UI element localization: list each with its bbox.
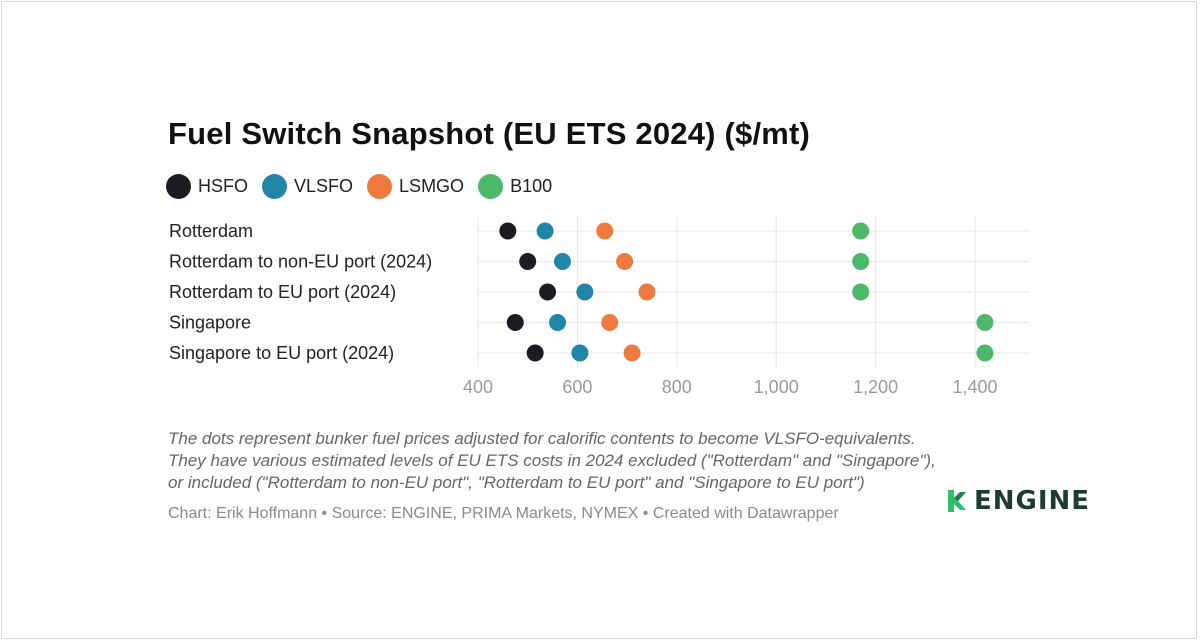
dot-lsmgo-4 [623,344,641,362]
engine-logo-icon [948,490,966,512]
dot-hsfo-0 [499,222,517,240]
row-label-4: Singapore to EU port (2024) [169,343,394,363]
note-line-2: They have various estimated levels of EU… [168,451,936,470]
dot-lsmgo-3 [601,314,619,331]
legend-label-vlsfo: VLSFO [294,175,354,196]
legend-item-hsfo: HSFO [166,173,249,199]
legend-label-hsfo: HSFO [198,175,249,196]
dot-hsfo-2 [539,283,557,301]
note-line-3: or included ("Rotterdam to non-EU port",… [168,473,865,492]
dot-hsfo-1 [519,253,537,270]
legend-swatch-hsfo [166,173,191,199]
dot-vlsfo-0 [536,222,554,240]
dot-vlsfo-3 [549,314,567,331]
dot-b100-1 [852,253,870,270]
note-line-1: The dots represent bunker fuel prices ad… [168,429,916,448]
legend-label-b100: B100 [510,175,553,196]
chart-title: Fuel Switch Snapshot (EU ETS 2024) ($/mt… [168,116,811,151]
x-tick-label-400: 400 [463,377,493,397]
engine-logo: ENGINE [946,486,1090,516]
x-tick-label-600: 600 [562,377,592,397]
chart-credit: Chart: Erik Hoffmann • Source: ENGINE, P… [168,505,839,522]
dot-b100-0 [852,222,870,240]
legend-item-lsmgo: LSMGO [367,173,465,199]
engine-logo-text: ENGINE [974,486,1091,516]
x-tick-label-1400: 1,400 [952,377,997,397]
dot-vlsfo-4 [571,344,589,362]
x-tick-label-1000: 1,000 [754,377,799,397]
dot-vlsfo-2 [576,283,594,301]
dot-lsmgo-2 [638,283,656,301]
x-tick-label-1200: 1,200 [853,377,898,397]
legend-item-b100: B100 [478,173,553,199]
x-tick-label-800: 800 [662,377,692,397]
legend-swatch-lsmgo [367,173,393,199]
dot-hsfo-4 [526,344,544,362]
dot-b100-4 [976,344,994,362]
legend-swatch-b100 [478,173,504,199]
chart-notes: The dots represent bunker fuel prices ad… [168,428,1068,494]
legend-item-vlsfo: VLSFO [262,173,354,199]
dot-lsmgo-1 [616,253,634,270]
row-label-0: Rotterdam [169,221,253,241]
legend-swatch-vlsfo [262,173,288,199]
dot-lsmgo-0 [596,222,614,240]
legend: HSFO VLSFO LSMGO B100 [166,173,552,199]
dot-vlsfo-1 [553,253,571,270]
dot-hsfo-3 [506,314,524,331]
row-label-2: Rotterdam to EU port (2024) [169,282,396,302]
dot-b100-2 [852,283,870,301]
row-label-1: Rotterdam to non-EU port (2024) [169,252,432,272]
row-label-3: Singapore [169,313,251,333]
dot-b100-3 [976,314,994,331]
legend-label-lsmgo: LSMGO [399,175,465,196]
